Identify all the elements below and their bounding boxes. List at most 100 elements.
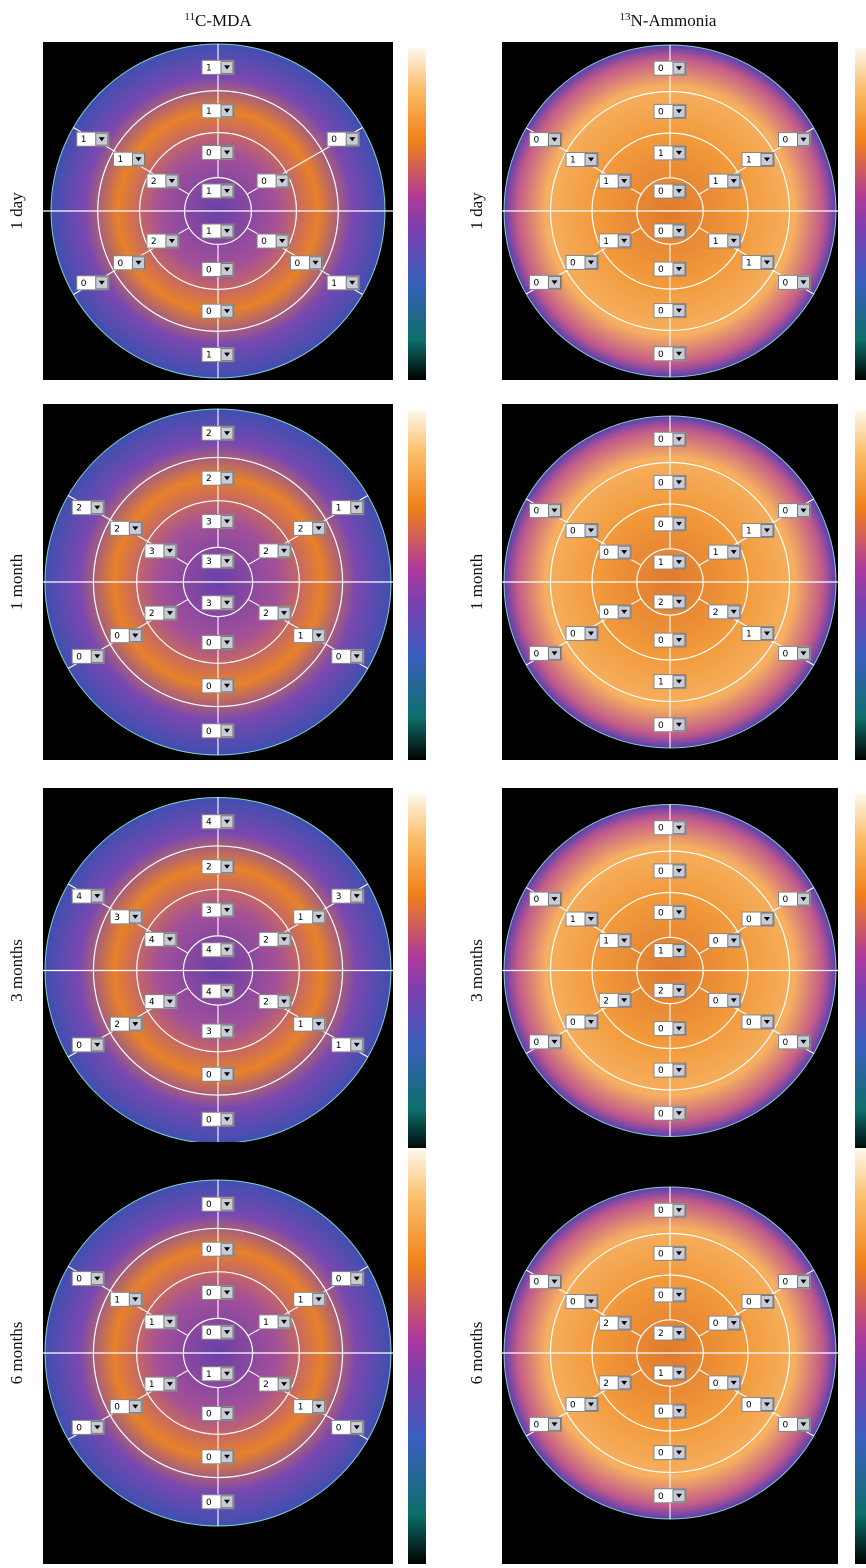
score-dropdown[interactable]: 0 (77, 276, 109, 290)
score-dropdown[interactable]: 0 (779, 275, 811, 289)
score-dropdown[interactable]: 0 (654, 184, 686, 198)
score-dropdown[interactable]: 2 (72, 501, 104, 515)
score-dropdown[interactable]: 0 (202, 1067, 234, 1081)
score-dropdown[interactable]: 3 (202, 514, 234, 528)
score-dropdown[interactable]: 0 (654, 262, 686, 276)
score-dropdown[interactable]: 0 (202, 1407, 234, 1421)
score-dropdown[interactable]: 1 (709, 545, 741, 559)
score-dropdown[interactable]: 1 (294, 1292, 326, 1306)
score-dropdown[interactable]: 0 (202, 1285, 234, 1299)
score-dropdown[interactable]: 2 (709, 605, 741, 619)
score-dropdown[interactable]: 0 (332, 1272, 364, 1286)
score-dropdown[interactable]: 1 (742, 524, 774, 538)
score-dropdown[interactable]: 0 (110, 1400, 142, 1414)
score-dropdown[interactable]: 1 (742, 626, 774, 640)
score-dropdown[interactable]: 1 (654, 1366, 686, 1380)
score-dropdown[interactable]: 0 (654, 1246, 686, 1260)
score-dropdown[interactable]: 0 (566, 255, 598, 269)
score-dropdown[interactable]: 1 (145, 1315, 177, 1329)
score-dropdown[interactable]: 2 (202, 426, 234, 440)
score-dropdown[interactable]: 1 (202, 1367, 234, 1381)
score-dropdown[interactable]: 0 (566, 524, 598, 538)
score-dropdown[interactable]: 1 (294, 629, 326, 643)
score-dropdown[interactable]: 0 (654, 304, 686, 318)
score-dropdown[interactable]: 0 (113, 256, 145, 270)
score-dropdown[interactable]: 0 (742, 912, 774, 926)
score-dropdown[interactable]: 0 (654, 224, 686, 238)
score-dropdown[interactable]: 1 (77, 132, 109, 146)
score-dropdown[interactable]: 1 (742, 255, 774, 269)
score-dropdown[interactable]: 0 (654, 1106, 686, 1120)
score-dropdown[interactable]: 4 (202, 984, 234, 998)
score-dropdown[interactable]: 1 (202, 348, 234, 362)
score-dropdown[interactable]: 0 (742, 1397, 774, 1411)
score-dropdown[interactable]: 1 (294, 1400, 326, 1414)
score-dropdown[interactable]: 2 (654, 595, 686, 609)
score-dropdown[interactable]: 3 (332, 889, 364, 903)
score-dropdown[interactable]: 2 (599, 993, 631, 1007)
score-dropdown[interactable]: 0 (291, 256, 323, 270)
score-dropdown[interactable]: 1 (110, 1292, 142, 1306)
score-dropdown[interactable]: 2 (259, 606, 291, 620)
score-dropdown[interactable]: 2 (654, 1326, 686, 1340)
score-dropdown[interactable]: 0 (709, 1376, 741, 1390)
score-dropdown[interactable]: 0 (202, 304, 234, 318)
score-dropdown[interactable]: 1 (654, 675, 686, 689)
score-dropdown[interactable]: 0 (530, 133, 562, 147)
score-dropdown[interactable]: 4 (202, 815, 234, 829)
score-dropdown[interactable]: 3 (110, 910, 142, 924)
score-dropdown[interactable]: 0 (202, 146, 234, 160)
score-dropdown[interactable]: 2 (259, 932, 291, 946)
score-dropdown[interactable]: 0 (202, 1325, 234, 1339)
score-dropdown[interactable]: 0 (779, 504, 811, 518)
score-dropdown[interactable]: 0 (530, 892, 562, 906)
score-dropdown[interactable]: 0 (202, 1450, 234, 1464)
score-dropdown[interactable]: 1 (202, 104, 234, 118)
score-dropdown[interactable]: 1 (202, 184, 234, 198)
score-dropdown[interactable]: 3 (202, 596, 234, 610)
score-dropdown[interactable]: 0 (654, 1288, 686, 1302)
score-dropdown[interactable]: 0 (709, 993, 741, 1007)
score-dropdown[interactable]: 0 (530, 504, 562, 518)
score-dropdown[interactable]: 0 (654, 633, 686, 647)
score-dropdown[interactable]: 0 (566, 1397, 598, 1411)
score-dropdown[interactable]: 4 (202, 943, 234, 957)
score-dropdown[interactable]: 0 (530, 1035, 562, 1049)
score-dropdown[interactable]: 0 (654, 864, 686, 878)
score-dropdown[interactable]: 1 (709, 174, 741, 188)
score-dropdown[interactable]: 1 (654, 944, 686, 958)
score-dropdown[interactable]: 0 (654, 1203, 686, 1217)
score-dropdown[interactable]: 4 (145, 932, 177, 946)
score-dropdown[interactable]: 0 (709, 934, 741, 948)
score-dropdown[interactable]: 1 (113, 152, 145, 166)
score-dropdown[interactable]: 1 (599, 934, 631, 948)
score-dropdown[interactable]: 0 (327, 132, 359, 146)
score-dropdown[interactable]: 2 (110, 1017, 142, 1031)
score-dropdown[interactable]: 0 (654, 1489, 686, 1503)
score-dropdown[interactable]: 0 (202, 1242, 234, 1256)
score-dropdown[interactable]: 2 (599, 1376, 631, 1390)
score-dropdown[interactable]: 1 (259, 1315, 291, 1329)
score-dropdown[interactable]: 0 (332, 1420, 364, 1434)
score-dropdown[interactable]: 1 (294, 1017, 326, 1031)
score-dropdown[interactable]: 0 (654, 1022, 686, 1036)
score-dropdown[interactable]: 0 (779, 646, 811, 660)
score-dropdown[interactable]: 0 (654, 1063, 686, 1077)
score-dropdown[interactable]: 0 (72, 1272, 104, 1286)
score-dropdown[interactable]: 1 (145, 1377, 177, 1391)
score-dropdown[interactable]: 2 (202, 471, 234, 485)
score-dropdown[interactable]: 4 (72, 889, 104, 903)
score-dropdown[interactable]: 1 (709, 234, 741, 248)
score-dropdown[interactable]: 1 (332, 501, 364, 515)
score-dropdown[interactable]: 0 (257, 174, 289, 188)
score-dropdown[interactable]: 2 (259, 544, 291, 558)
score-dropdown[interactable]: 0 (654, 1446, 686, 1460)
score-dropdown[interactable]: 1 (332, 1038, 364, 1052)
score-dropdown[interactable]: 0 (332, 649, 364, 663)
score-dropdown[interactable]: 1 (294, 910, 326, 924)
score-dropdown[interactable]: 0 (654, 905, 686, 919)
score-dropdown[interactable]: 0 (202, 636, 234, 650)
score-dropdown[interactable]: 0 (566, 1295, 598, 1309)
score-dropdown[interactable]: 3 (202, 1024, 234, 1038)
score-dropdown[interactable]: 0 (530, 1417, 562, 1431)
